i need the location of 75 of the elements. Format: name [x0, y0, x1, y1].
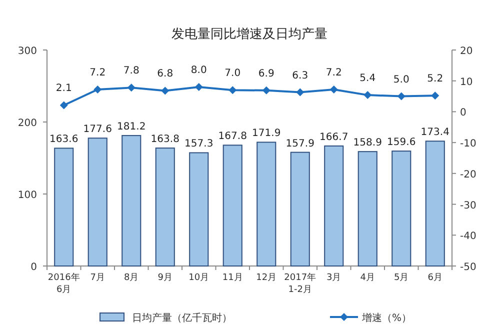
- y2-tick-label: -20: [460, 169, 476, 180]
- point: [296, 88, 304, 96]
- data-label: 166.7: [320, 132, 348, 143]
- y2-tick-label: -10: [460, 138, 476, 150]
- x-tick-label: 12月: [256, 273, 277, 283]
- bar: [358, 151, 378, 266]
- x-tick-label: 5月: [394, 273, 409, 283]
- data-label: 171.9: [252, 128, 281, 140]
- point: [330, 85, 338, 94]
- bar: [290, 152, 310, 266]
- data-label: 6.9: [258, 68, 274, 80]
- data-label: 7.0: [224, 68, 241, 80]
- x-tick-label: 3月: [326, 273, 342, 283]
- y2-tick-label: 20: [460, 46, 473, 57]
- y2-tick-label: 10: [460, 76, 473, 88]
- x-tick-label: 10月: [188, 273, 210, 283]
- data-label: 5.4: [360, 73, 376, 84]
- bar: [189, 152, 209, 266]
- data-label: 8.0: [190, 65, 207, 76]
- legend-label: 日均产量（亿千瓦时）: [132, 312, 232, 324]
- y-tick-label: 100: [18, 190, 37, 201]
- y-tick-label: 200: [18, 118, 37, 129]
- bar: [155, 148, 175, 266]
- point: [228, 86, 237, 94]
- data-label: 157.3: [184, 138, 214, 150]
- point: [364, 91, 372, 100]
- point: [161, 86, 170, 95]
- bar: [222, 144, 242, 266]
- bar: [256, 142, 276, 266]
- chart-title: 发电量同比增速及日均产量: [172, 27, 328, 42]
- data-label: 2.1: [56, 83, 72, 94]
- point: [127, 84, 136, 92]
- y2-tick-label: -40: [460, 231, 476, 242]
- x-tick-label: 4月: [360, 273, 375, 283]
- point: [94, 85, 102, 94]
- bar: [324, 145, 344, 266]
- x-tick-label: 2016年 6月: [48, 272, 80, 295]
- y2-tick-label: -30: [460, 200, 476, 212]
- point: [194, 83, 203, 92]
- y2-tick-label: -50: [460, 262, 476, 273]
- point: [397, 92, 406, 100]
- data-label: 159.6: [387, 137, 416, 148]
- x-tick-label: 2017年 1-2月: [284, 272, 316, 295]
- x-tick-label: 6月: [428, 273, 442, 283]
- x-tick-label: 9月: [158, 273, 172, 283]
- data-label: 163.6: [50, 134, 78, 146]
- data-label: 6.8: [157, 68, 174, 80]
- data-label: 7.2: [90, 67, 106, 78]
- data-label: 158.9: [353, 138, 382, 149]
- data-label: 7.8: [123, 66, 140, 77]
- data-label: 163.8: [150, 134, 180, 146]
- point: [60, 101, 68, 110]
- y-tick-label: 0: [30, 262, 37, 273]
- data-label: 181.2: [117, 122, 146, 133]
- data-label: 5.0: [393, 74, 410, 86]
- y2-tick-label: 0: [460, 108, 466, 119]
- data-label: 7.2: [326, 67, 342, 78]
- data-label: 177.6: [83, 124, 112, 136]
- data-label: 157.9: [286, 138, 314, 150]
- point: [431, 92, 440, 100]
- legend-label: 增速（%）: [361, 312, 412, 324]
- x-tick-label: 8月: [124, 273, 139, 283]
- data-label: 167.8: [218, 131, 247, 142]
- x-tick-label: 11月: [222, 273, 243, 283]
- data-label: 5.2: [427, 74, 444, 85]
- x-tick-label: 7月: [90, 273, 105, 283]
- bar: [425, 140, 445, 266]
- bar: [88, 138, 108, 266]
- bar: [122, 135, 142, 266]
- data-label: 6.3: [292, 70, 308, 82]
- y-tick-label: 300: [18, 46, 37, 57]
- data-label: 173.4: [420, 127, 450, 138]
- point: [262, 86, 270, 94]
- bar: [54, 148, 74, 266]
- bar: [392, 150, 412, 266]
